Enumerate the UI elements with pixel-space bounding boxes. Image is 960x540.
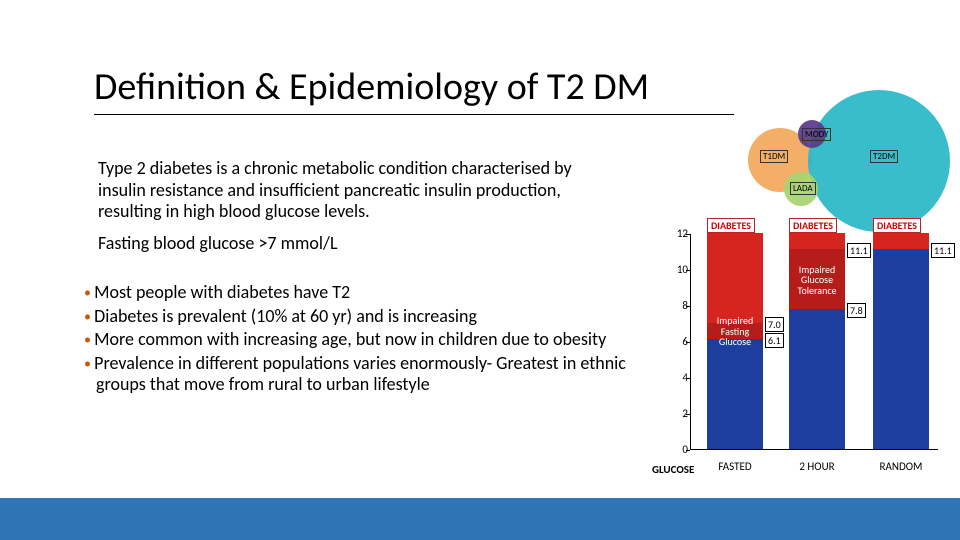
- chart-value-box: 11.1: [931, 243, 955, 258]
- t2dm-label: T2DM: [870, 150, 898, 163]
- chart-column-label: 2 HOUR: [789, 460, 845, 473]
- chart-inbar-label: ImpairedGlucoseTolerance: [791, 265, 843, 297]
- chart-column-random: [873, 233, 929, 449]
- ytick-mark: [686, 270, 690, 271]
- chart-value-box: 11.1: [847, 243, 871, 258]
- axis-label-glucose: GLUCOSE: [652, 463, 694, 476]
- ytick-label: 2: [666, 407, 688, 420]
- bullet-list: • Most people with diabetes have T2• Dia…: [82, 282, 652, 398]
- ytick-label: 0: [666, 443, 688, 456]
- chart-segment: [789, 233, 845, 249]
- bullet-dot-icon: •: [84, 284, 94, 301]
- chart-plot-area: DIABETESImpairedFastingGlucose7.06.1FAST…: [690, 234, 938, 450]
- chart-segment: [707, 339, 763, 449]
- chart-segment: [873, 249, 929, 449]
- page-title: Definition & Epidemiology of T2 DM: [94, 64, 734, 115]
- chart-segment: [873, 233, 929, 249]
- chart-segment: [789, 309, 845, 449]
- bullet-item: • Most people with diabetes have T2: [82, 282, 652, 304]
- lada-label: LADA: [790, 182, 816, 195]
- chart-column-label: RANDOM: [873, 460, 929, 473]
- glucose-chart: GLUCOSE DIABETESImpairedFastingGlucose7.…: [646, 234, 946, 494]
- ytick-label: 4: [666, 371, 688, 384]
- definition-text: Type 2 diabetes is a chronic metabolic c…: [98, 158, 588, 223]
- chart-cap-random: DIABETES: [873, 218, 921, 233]
- bullet-item: • Diabetes is prevalent (10% at 60 yr) a…: [82, 306, 652, 328]
- chart-inbar-label: ImpairedFastingGlucose: [709, 316, 761, 348]
- mody-label: MODY: [802, 128, 831, 141]
- bullet-item: • Prevalence in different populations va…: [82, 353, 652, 396]
- ytick-mark: [686, 414, 690, 415]
- bullet-dot-icon: •: [84, 355, 94, 372]
- ytick-mark: [686, 378, 690, 379]
- chart-column-label: FASTED: [707, 460, 763, 473]
- ytick-label: 8: [666, 299, 688, 312]
- bullet-item: • More common with increasing age, but n…: [82, 329, 652, 351]
- ytick-mark: [686, 306, 690, 307]
- chart-segment: [707, 233, 763, 323]
- ytick-label: 6: [666, 335, 688, 348]
- fasting-threshold: Fasting blood glucose >7 mmol/L: [98, 232, 338, 254]
- chart-value-box: 6.1: [765, 333, 784, 348]
- chart-value-box: 7.8: [847, 303, 866, 318]
- chart-cap-2hour: DIABETES: [789, 218, 837, 233]
- footer-bar: [0, 498, 960, 540]
- ytick-mark: [686, 234, 690, 235]
- chart-value-box: 7.0: [765, 317, 784, 332]
- bullet-dot-icon: •: [84, 331, 94, 348]
- ytick-mark: [686, 450, 690, 451]
- t1dm-label: T1DM: [760, 150, 788, 163]
- bullet-dot-icon: •: [84, 308, 94, 325]
- chart-cap-fasted: DIABETES: [707, 218, 755, 233]
- ytick-mark: [686, 342, 690, 343]
- ytick-label: 10: [666, 263, 688, 276]
- slide: Definition & Epidemiology of T2 DM Type …: [0, 0, 960, 540]
- ytick-label: 12: [666, 227, 688, 240]
